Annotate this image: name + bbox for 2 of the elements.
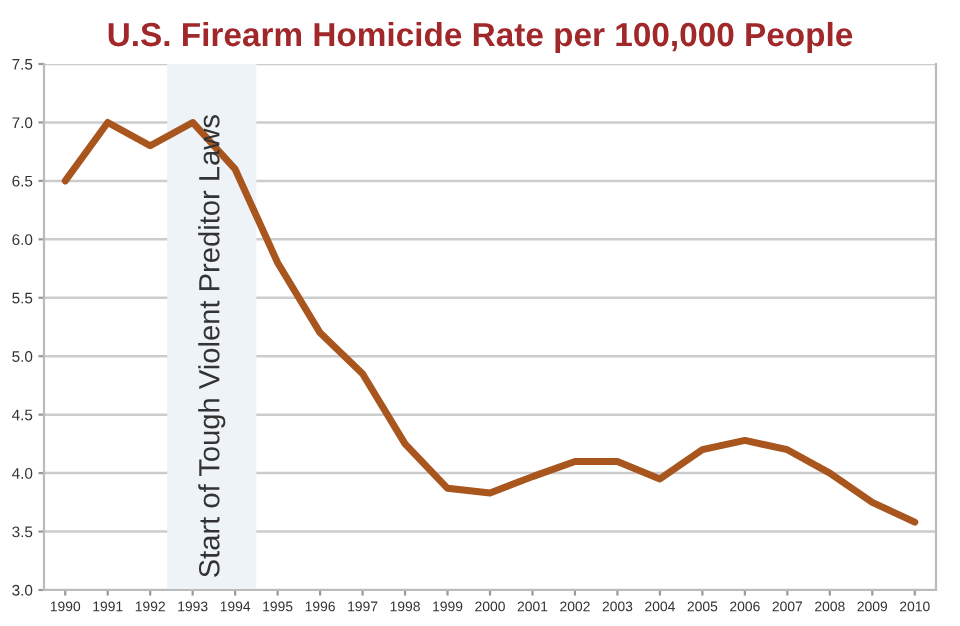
band-label: Start of Tough Violent Preditor Laws — [198, 115, 226, 577]
chart-title: U.S. Firearm Homicide Rate per 100,000 People — [108, 21, 853, 53]
